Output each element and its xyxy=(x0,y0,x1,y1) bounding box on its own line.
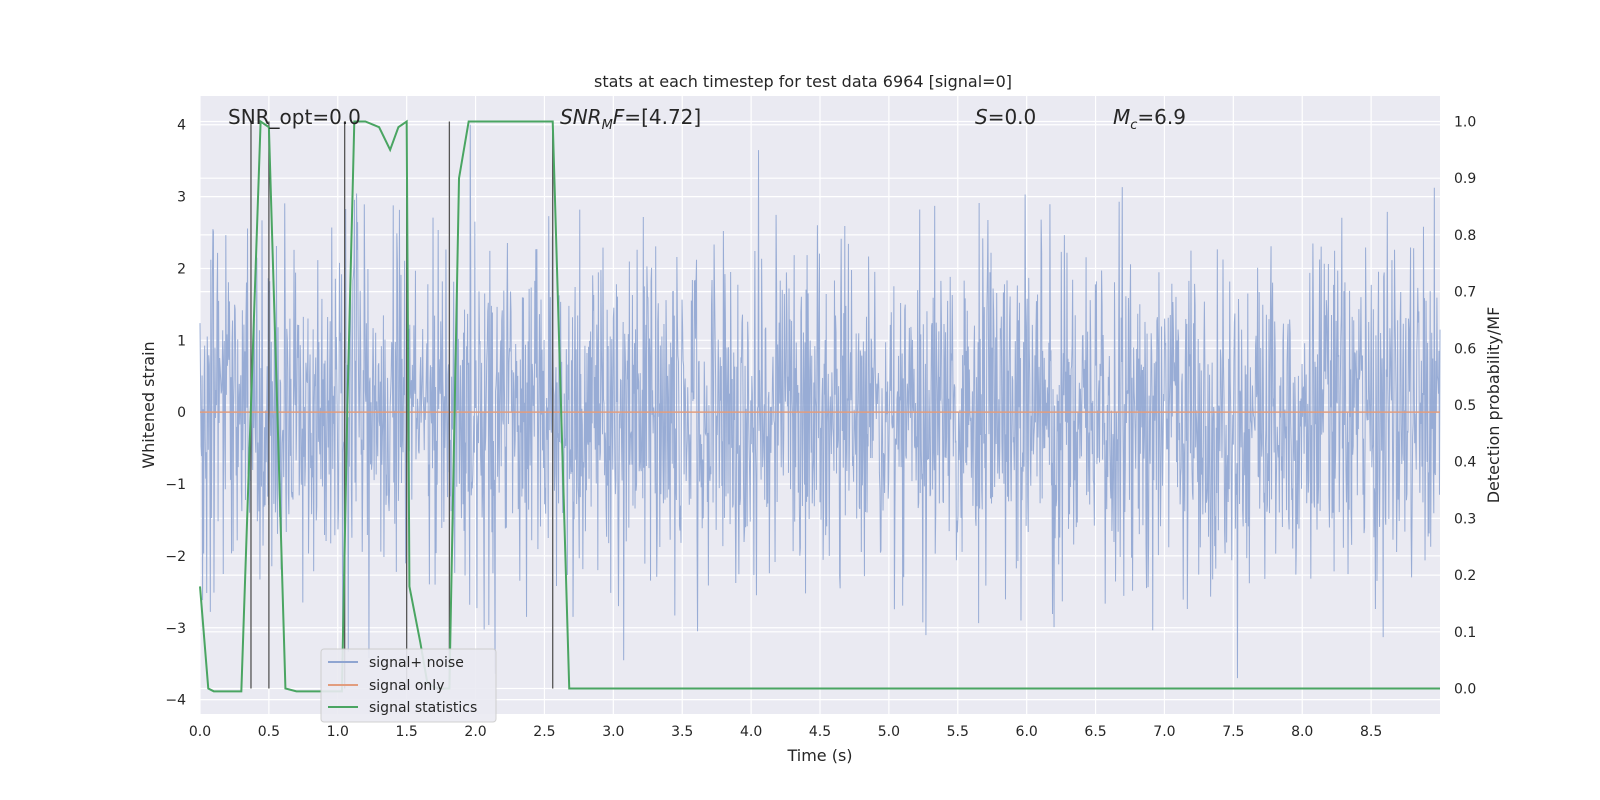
annotation-snr-mf-value: [4.72] xyxy=(641,105,701,129)
y-left-tick-label: −4 xyxy=(165,693,186,709)
x-tick-label: 6.5 xyxy=(1084,724,1106,740)
y-right-tick-label: 0.9 xyxy=(1454,171,1476,187)
y-right-tick-label: 0.6 xyxy=(1454,341,1476,357)
y-left-tick-label: 0 xyxy=(177,405,186,421)
x-tick-label: 2.5 xyxy=(533,724,555,740)
x-tick-label: 3.0 xyxy=(602,724,624,740)
x-tick-label: 5.0 xyxy=(878,724,900,740)
x-tick-label: 7.5 xyxy=(1222,724,1244,740)
y-left-tick-label: 2 xyxy=(177,261,186,277)
x-tick-label: 7.0 xyxy=(1153,724,1175,740)
x-axis-label: Time (s) xyxy=(786,746,852,765)
y-left-tick-label: −3 xyxy=(165,621,186,637)
annotation-s-value: =0.0 xyxy=(988,105,1037,129)
x-tick-label: 8.5 xyxy=(1360,724,1382,740)
y-left-tick-label: −2 xyxy=(165,549,186,565)
annotation-mc-value: =6.9 xyxy=(1137,105,1186,129)
signal-statistics-line xyxy=(199,119,1440,693)
chart-title: stats at each timestep for test data 696… xyxy=(594,72,1012,91)
y-right-tick-label: 1.0 xyxy=(1454,115,1476,131)
x-tick-label: 3.5 xyxy=(671,724,693,740)
annotation-s: S=0.0 xyxy=(975,105,1036,129)
legend-label-signal-statistics: signal statistics xyxy=(369,700,477,716)
annotation-snr-mf: SNRMF=[4.72] xyxy=(560,105,701,133)
x-tick-label: 2.0 xyxy=(464,724,486,740)
series-signal-statistics xyxy=(199,119,1440,693)
legend: signal+ noise signal only signal statist… xyxy=(320,648,497,723)
y-right-tick-label: 0.3 xyxy=(1454,511,1476,527)
legend-label-signal-noise: signal+ noise xyxy=(369,655,464,671)
y-right-tick-label: 0.7 xyxy=(1454,285,1476,301)
legend-label-signal-only: signal only xyxy=(369,678,444,694)
y-left-axis-label: Whitened strain xyxy=(139,341,158,468)
x-tick-label: 0.5 xyxy=(258,724,280,740)
legend-box xyxy=(320,648,497,723)
x-tick-label: 4.0 xyxy=(740,724,762,740)
y-right-tick-labels: 1.0 0.9 0.8 0.7 0.6 0.5 0.4 0.3 0.2 0.1 0.0 xyxy=(1454,115,1476,698)
y-right-tick-label: 0.8 xyxy=(1454,228,1476,244)
x-tick-label: 6.0 xyxy=(1016,724,1038,740)
y-left-tick-label: 3 xyxy=(177,190,186,206)
y-right-tick-label: 0.1 xyxy=(1454,625,1476,641)
y-left-tick-label: −1 xyxy=(165,477,186,493)
annotation-snr-opt: SNR_opt=0.0 xyxy=(228,105,361,129)
y-right-axis-label: Detection probability/MF xyxy=(1484,307,1503,504)
y-right-tick-label: 0.4 xyxy=(1454,455,1476,471)
y-right-tick-label: 0.0 xyxy=(1454,681,1476,697)
x-tick-label: 0.0 xyxy=(189,724,211,740)
y-left-tick-label: 4 xyxy=(177,118,186,134)
y-left-tick-labels: 4 3 2 1 0 −1 −2 −3 −4 xyxy=(165,118,186,709)
x-tick-label: 1.5 xyxy=(396,724,418,740)
y-right-tick-label: 0.2 xyxy=(1454,568,1476,584)
x-tick-labels: 0.0 0.5 1.0 1.5 2.0 2.5 3.0 3.5 4.0 4.5 5.0 5.5 6.0 6… xyxy=(189,724,1382,740)
x-tick-label: 8.0 xyxy=(1291,724,1313,740)
x-tick-label: 5.5 xyxy=(947,724,969,740)
annotation-mc: Mc=6.9 xyxy=(1113,105,1186,133)
x-tick-label: 1.0 xyxy=(327,724,349,740)
y-left-tick-label: 1 xyxy=(177,333,186,349)
x-tick-label: 4.5 xyxy=(809,724,831,740)
y-right-tick-label: 0.5 xyxy=(1454,398,1476,414)
